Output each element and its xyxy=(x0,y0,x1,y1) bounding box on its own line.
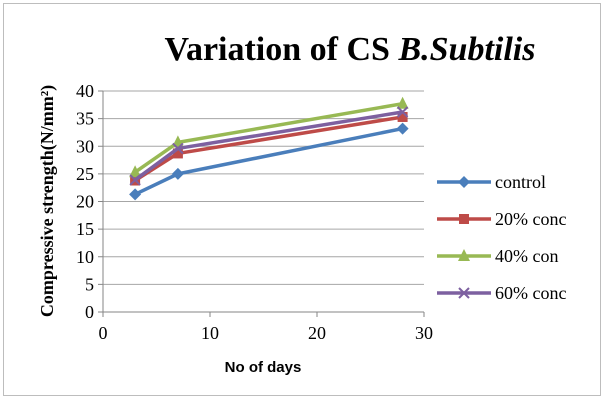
series-control xyxy=(129,122,409,201)
data-point-60-conc xyxy=(172,142,184,155)
x-tick-label: 30 xyxy=(415,323,433,343)
marker-stroke xyxy=(396,106,409,118)
legend: control 20% conc 40% con 60% conc xyxy=(437,172,566,303)
data-point-control xyxy=(129,188,142,201)
y-tick-label: 15 xyxy=(76,219,94,239)
legend-label: 60% conc xyxy=(495,283,566,303)
x-tick-label: 0 xyxy=(99,323,108,343)
y-tick-label: 40 xyxy=(76,81,94,101)
x-axis-label: No of days xyxy=(225,359,302,376)
data-point-20-conc xyxy=(172,148,183,159)
series-group xyxy=(129,96,409,201)
data-point-20-conc xyxy=(397,111,408,122)
y-tick-labels: 0 5 10 15 20 25 30 35 40 xyxy=(76,81,94,322)
legend-item-20-conc: 20% conc xyxy=(437,209,566,229)
data-point-60-conc xyxy=(129,174,141,186)
series-60-conc xyxy=(129,106,409,186)
data-point-40-con xyxy=(129,165,142,178)
chart-title-main: Variation of CS xyxy=(165,31,399,68)
x-tick-labels: 0 10 20 30 xyxy=(99,323,434,343)
marker-stroke xyxy=(172,142,184,155)
y-tick-label: 10 xyxy=(76,247,94,267)
y-tick-label: 30 xyxy=(76,136,94,156)
marker-stroke xyxy=(458,287,470,299)
legend-marker xyxy=(459,214,469,224)
chart-title-italic: B.Subtilis xyxy=(397,31,535,68)
legend-marker xyxy=(458,287,470,299)
y-tick-label: 5 xyxy=(85,274,94,294)
y-tick-label: 35 xyxy=(76,109,94,129)
legend-item-40-con: 40% con xyxy=(437,246,558,266)
y-tick-label: 0 xyxy=(85,302,94,322)
legend-item-60-conc: 60% conc xyxy=(437,283,566,303)
legend-label: 40% con xyxy=(495,246,558,266)
legend-item-control: control xyxy=(437,172,546,192)
x-tick-label: 10 xyxy=(201,323,219,343)
legend-marker xyxy=(458,249,470,261)
y-axis-label: Compressive strength(N/mm²) xyxy=(37,85,58,317)
legend-marker xyxy=(458,176,470,188)
data-point-control xyxy=(396,122,409,135)
chart-title: Variation of CS B.Subtilis xyxy=(165,31,536,68)
x-tick-label: 20 xyxy=(308,323,326,343)
axes xyxy=(98,90,425,317)
data-point-60-conc xyxy=(396,106,409,118)
y-tick-label: 25 xyxy=(76,164,94,184)
y-tick-label: 20 xyxy=(76,192,94,212)
legend-label: control xyxy=(495,172,546,192)
marker-stroke xyxy=(129,174,141,186)
legend-label: 20% conc xyxy=(495,209,566,229)
data-point-control xyxy=(171,167,184,180)
data-point-40-con xyxy=(396,96,409,109)
